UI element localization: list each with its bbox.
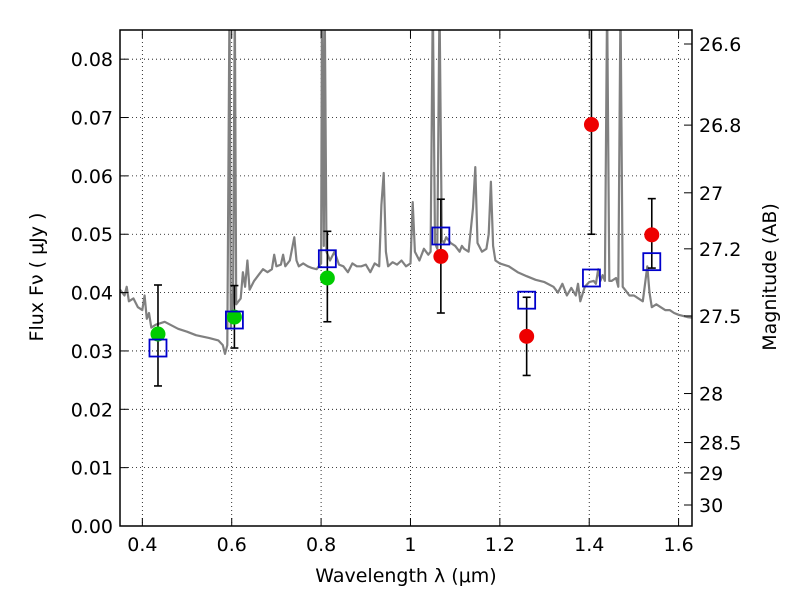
y-ticks: 0.00 0.01 0.02 0.03 0.04 0.05 0.06 0.07 0.08 (71, 49, 128, 538)
x-tick-label: 1.4 (574, 534, 604, 556)
y-tick-label: 0.07 (71, 108, 113, 130)
x-tick-label: 0.8 (306, 534, 336, 556)
spectrum-line-layer (120, 30, 692, 355)
y-axis-label-right: Magnitude (AB) (759, 203, 781, 351)
x-tick-label: 0.4 (127, 534, 157, 556)
right-tick-label: 28 (699, 384, 723, 406)
y-tick-label: 0.02 (71, 399, 113, 421)
data-point-circle (644, 227, 660, 243)
data-point-circle (226, 309, 242, 325)
y-tick-label: 0.03 (71, 341, 113, 363)
y-axis-label: Flux Fν ( μJy ) (26, 213, 48, 342)
model-point-square (582, 268, 601, 288)
y-tick-label: 0.05 (71, 224, 113, 246)
data-point-circle (433, 248, 449, 264)
x-ticks: 0.4 0.6 0.8 1 1.2 1.4 1.6 (127, 30, 694, 556)
x-axis-label: Wavelength λ (μm) (315, 565, 496, 587)
x-tick-label: 1.2 (485, 534, 515, 556)
data-point-circle (519, 328, 535, 344)
right-tick-label: 27.2 (699, 239, 741, 261)
right-tick-label: 27 (699, 183, 723, 205)
data-point-circle (150, 326, 166, 342)
model-point-square (431, 226, 451, 246)
model-point-square (642, 252, 662, 272)
y-tick-label: 0.06 (71, 166, 113, 188)
marker-layer (148, 117, 662, 358)
x-tick-label: 0.6 (217, 534, 247, 556)
model-point-square (517, 290, 537, 310)
right-tick-label: 26.6 (699, 34, 741, 56)
plot-frame (119, 29, 693, 527)
x-tick-label: 1.6 (663, 534, 693, 556)
right-tick-label: 26.8 (699, 115, 741, 137)
right-tick-label: 27.5 (699, 306, 741, 328)
data-point-circle (319, 270, 335, 286)
data-point-circle (583, 117, 599, 133)
model-point-square (317, 249, 337, 269)
right-tick-label: 30 (699, 495, 723, 517)
y-tick-label: 0.01 (71, 458, 113, 480)
right-tick-label: 28.5 (699, 433, 741, 455)
model-point-square (148, 338, 168, 358)
x-tick-label: 1 (404, 534, 416, 556)
y-tick-label: 0.04 (71, 283, 113, 305)
spectrum-line (120, 30, 692, 355)
right-tick-label: 29 (699, 463, 723, 485)
y-tick-label: 0.00 (71, 516, 113, 538)
y-tick-label: 0.08 (71, 49, 113, 71)
right-ticks: 26.6 26.8 27 27.2 27.5 28 28.5 29 30 (684, 34, 741, 517)
model-point-square (224, 310, 244, 330)
